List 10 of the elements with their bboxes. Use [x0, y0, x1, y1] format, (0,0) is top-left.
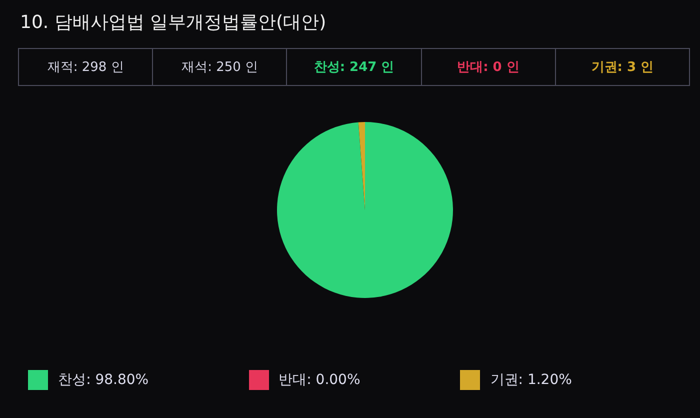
pie-slice [277, 122, 453, 298]
legend-label: 기권: 1.20% [490, 372, 572, 388]
text: 기권: 3 인 [554, 49, 690, 85]
legend-label: 반대: 0.00% [278, 372, 360, 388]
text: 재적: 298 인 [46, 59, 125, 77]
chart-title: 10. 담배사업법 일부개정법률안(대안) [20, 11, 326, 34]
legend-label: 찬성: 98.80% [58, 372, 149, 388]
text: 찬성: 247 인 [286, 49, 421, 85]
text: 반대: 0 인 [420, 49, 555, 85]
text: 재석: 250 인 [152, 49, 286, 85]
